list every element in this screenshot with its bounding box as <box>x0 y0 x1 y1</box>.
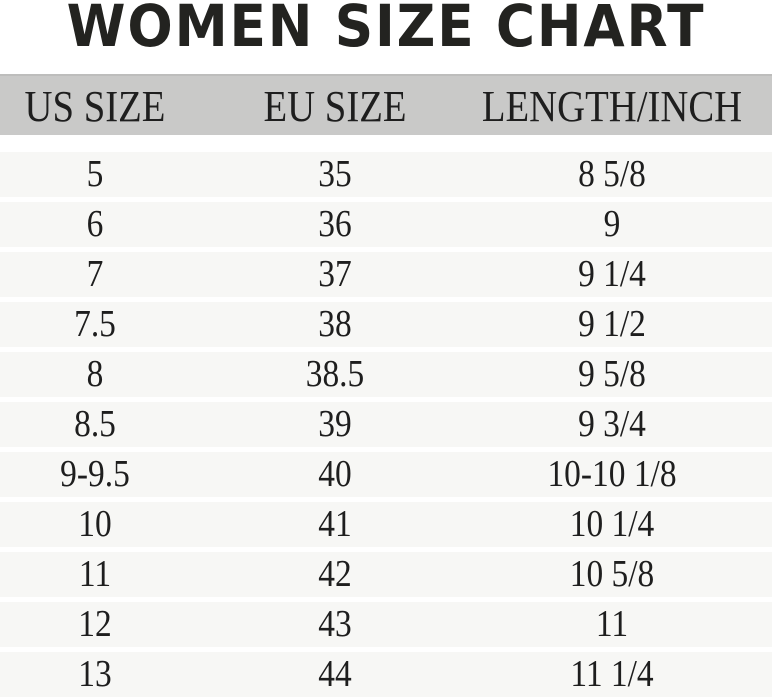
us-size-cell: 7.5 <box>74 303 116 345</box>
header-length-inch: LENGTH/INCH <box>481 82 743 131</box>
table-header: US SIZE EU SIZE LENGTH/INCH <box>0 74 772 135</box>
eu-size-cell: 41 <box>318 503 352 545</box>
eu-size-cell: 39 <box>318 403 352 445</box>
length-cell: 10 5/8 <box>569 553 655 595</box>
us-size-cell: 8 <box>86 353 104 395</box>
us-size-cell: 6 <box>86 203 104 245</box>
us-size-cell: 5 <box>86 153 104 195</box>
us-size-cell: 7 <box>86 253 104 295</box>
length-cell: 11 <box>595 603 629 645</box>
us-size-cell: 11 <box>78 553 112 595</box>
eu-size-cell: 40 <box>318 453 352 495</box>
length-cell: 8 5/8 <box>578 153 646 195</box>
us-size-cell: 10 <box>78 503 112 545</box>
table-row: 8.5 39 9 3/4 <box>0 402 772 447</box>
table-row: 9-9.5 40 10-10 1/8 <box>0 452 772 497</box>
table-row: 13 44 11 1/4 <box>0 652 772 697</box>
table-row: 5 35 8 5/8 <box>0 152 772 197</box>
chart-title: WOMEN SIZE CHART <box>66 0 706 60</box>
header-eu-size: EU SIZE <box>263 82 407 131</box>
length-cell: 10 1/4 <box>569 503 655 545</box>
length-cell: 9 <box>603 203 621 245</box>
eu-size-cell: 38 <box>318 303 352 345</box>
length-cell: 9 5/8 <box>578 353 646 395</box>
eu-size-cell: 35 <box>318 153 352 195</box>
length-cell: 9 1/4 <box>578 253 646 295</box>
length-cell: 9 1/2 <box>578 303 646 345</box>
us-size-cell: 9-9.5 <box>60 453 130 495</box>
table-row: 8 38.5 9 5/8 <box>0 352 772 397</box>
us-size-cell: 8.5 <box>74 403 116 445</box>
length-cell: 10-10 1/8 <box>547 453 677 495</box>
header-us-size: US SIZE <box>24 82 166 131</box>
us-size-cell: 12 <box>78 603 112 645</box>
eu-size-cell: 42 <box>318 553 352 595</box>
length-cell: 11 1/4 <box>570 653 654 695</box>
eu-size-cell: 37 <box>318 253 352 295</box>
table-row: 7.5 38 9 1/2 <box>0 302 772 347</box>
length-cell: 9 3/4 <box>578 403 646 445</box>
eu-size-cell: 43 <box>318 603 352 645</box>
table-row: 10 41 10 1/4 <box>0 502 772 547</box>
eu-size-cell: 44 <box>318 653 352 695</box>
table-row: 12 43 11 <box>0 602 772 647</box>
eu-size-cell: 36 <box>318 203 352 245</box>
table-row: 11 42 10 5/8 <box>0 552 772 597</box>
table-row: 6 36 9 <box>0 202 772 247</box>
us-size-cell: 13 <box>78 653 112 695</box>
table-row: 7 37 9 1/4 <box>0 252 772 297</box>
eu-size-cell: 38.5 <box>305 353 365 395</box>
